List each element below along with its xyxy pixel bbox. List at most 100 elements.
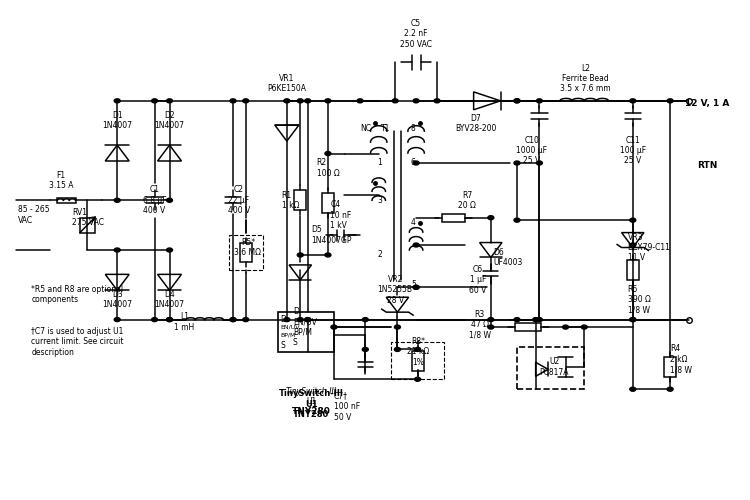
Circle shape: [514, 318, 520, 322]
Circle shape: [536, 99, 542, 103]
Circle shape: [114, 198, 120, 202]
Text: 4: 4: [411, 218, 416, 227]
Circle shape: [297, 253, 303, 257]
Text: D1
1N4007: D1 1N4007: [102, 111, 132, 130]
Circle shape: [413, 99, 419, 103]
Circle shape: [514, 99, 520, 103]
Text: D2
1N4007: D2 1N4007: [154, 111, 184, 130]
Text: 5: 5: [411, 280, 416, 289]
Text: C4
10 nF
1 kV: C4 10 nF 1 kV: [330, 200, 352, 230]
Text: VR1
P6KE150A: VR1 P6KE150A: [267, 74, 306, 93]
Circle shape: [394, 348, 400, 352]
Circle shape: [284, 99, 290, 103]
Circle shape: [415, 348, 421, 352]
Text: BP/M: BP/M: [280, 332, 296, 337]
Circle shape: [434, 99, 440, 103]
Circle shape: [532, 318, 538, 322]
Text: TinySwitch-III
U1
TNY280: TinySwitch-III U1 TNY280: [279, 389, 344, 419]
Text: RTN: RTN: [698, 161, 718, 170]
Circle shape: [488, 216, 494, 220]
Circle shape: [562, 325, 568, 329]
Circle shape: [630, 318, 636, 322]
Circle shape: [357, 99, 363, 103]
Circle shape: [394, 325, 400, 329]
Bar: [80, 218, 94, 232]
Bar: [392, 342, 444, 380]
Circle shape: [284, 318, 290, 322]
Circle shape: [152, 318, 157, 322]
Bar: [240, 242, 252, 262]
Bar: [442, 214, 465, 222]
Bar: [294, 190, 306, 210]
Text: †C7 is used to adjust U1
current limit. See circuit
description: †C7 is used to adjust U1 current limit. …: [32, 327, 124, 357]
Text: EN/UV: EN/UV: [280, 324, 299, 330]
Text: R6
390 Ω
1/8 W: R6 390 Ω 1/8 W: [628, 285, 650, 314]
Bar: [517, 347, 584, 389]
Text: L1
1 mH: L1 1 mH: [174, 312, 194, 332]
Text: R1
1 kΩ: R1 1 kΩ: [281, 190, 299, 210]
Circle shape: [297, 99, 303, 103]
Text: C5
2.2 nF
250 VAC: C5 2.2 nF 250 VAC: [400, 19, 432, 48]
Text: R4
2 kΩ
1/8 W: R4 2 kΩ 1/8 W: [670, 344, 692, 374]
Circle shape: [325, 99, 331, 103]
Circle shape: [152, 99, 157, 103]
Circle shape: [166, 318, 172, 322]
Circle shape: [230, 318, 236, 322]
Circle shape: [581, 325, 587, 329]
Text: 12 V, 1 A: 12 V, 1 A: [686, 99, 730, 108]
Text: R2
100 Ω: R2 100 Ω: [316, 158, 340, 178]
Text: 2: 2: [377, 250, 382, 260]
Circle shape: [325, 152, 331, 156]
Text: D3
1N4007: D3 1N4007: [102, 290, 132, 310]
Circle shape: [243, 99, 249, 103]
Circle shape: [166, 99, 172, 103]
Text: 85 - 265
VAC: 85 - 265 VAC: [18, 206, 50, 225]
Text: U2
PC817A: U2 PC817A: [539, 357, 569, 376]
Text: D6
UF4003: D6 UF4003: [493, 248, 523, 267]
Text: T1: T1: [381, 124, 390, 132]
Circle shape: [362, 318, 368, 322]
Circle shape: [243, 318, 249, 322]
Text: D: D: [280, 315, 286, 324]
Circle shape: [331, 325, 337, 329]
Text: L2
Ferrite Bead
3.5 x 7.6 mm: L2 Ferrite Bead 3.5 x 7.6 mm: [560, 64, 611, 94]
Circle shape: [114, 99, 120, 103]
Circle shape: [668, 99, 674, 103]
Text: RV1
275 VAC: RV1 275 VAC: [72, 208, 104, 228]
Circle shape: [630, 387, 636, 391]
Circle shape: [230, 318, 236, 322]
Text: D
EN/UV
BP/M
S: D EN/UV BP/M S: [292, 307, 316, 347]
Text: S: S: [280, 341, 285, 350]
Text: R5*
3.6 MΩ: R5* 3.6 MΩ: [235, 238, 262, 257]
Circle shape: [304, 318, 310, 322]
Circle shape: [413, 286, 419, 290]
Circle shape: [114, 248, 120, 252]
Bar: [627, 260, 639, 280]
Circle shape: [536, 161, 542, 165]
Bar: [278, 312, 334, 352]
Circle shape: [413, 161, 419, 165]
Circle shape: [536, 318, 542, 322]
Circle shape: [166, 248, 172, 252]
Circle shape: [230, 99, 236, 103]
Bar: [58, 198, 76, 203]
Circle shape: [325, 253, 331, 257]
Circle shape: [668, 387, 674, 391]
Circle shape: [114, 318, 120, 322]
Text: R7
20 Ω: R7 20 Ω: [458, 190, 476, 210]
Bar: [230, 235, 263, 270]
Text: 1: 1: [377, 158, 382, 168]
Circle shape: [630, 218, 636, 222]
Text: C11
100 μF
25 V: C11 100 μF 25 V: [620, 136, 646, 166]
Circle shape: [392, 99, 398, 103]
Text: R3
47 Ω
1/8 W: R3 47 Ω 1/8 W: [469, 310, 490, 340]
Text: VR3
BZX79-C11
11 V: VR3 BZX79-C11 11 V: [628, 232, 670, 262]
Text: C10
1000 μF
25 V: C10 1000 μF 25 V: [517, 136, 548, 166]
Text: TinySwitch-III: TinySwitch-III: [286, 387, 337, 396]
Text: *R5 and R8 are optional
components: *R5 and R8 are optional components: [32, 285, 124, 304]
Text: C7†
100 nF
50 V: C7† 100 nF 50 V: [334, 392, 360, 422]
Bar: [412, 351, 424, 371]
Circle shape: [488, 325, 494, 329]
Circle shape: [630, 318, 636, 322]
Text: C1
6.8 μF
400 V: C1 6.8 μF 400 V: [142, 186, 166, 215]
